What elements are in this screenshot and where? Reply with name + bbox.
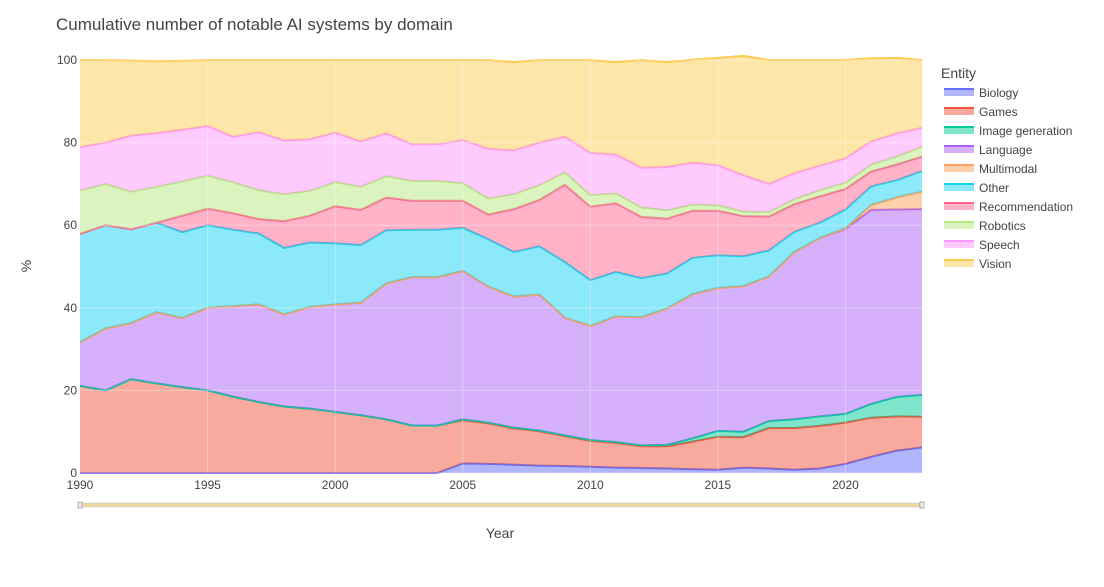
area-speech[interactable] (80, 126, 922, 212)
area-vision[interactable] (80, 55, 922, 184)
x-tick-label: 1990 (67, 478, 94, 492)
line-vision[interactable] (80, 54, 923, 64)
chart-title: Cumulative number of notable AI systems … (56, 15, 453, 34)
legend-item-robotics[interactable]: Robotics (944, 219, 1026, 233)
legend-label: Games (979, 105, 1018, 119)
legend[interactable]: Biology Games Image generation Language Mult… (944, 86, 1073, 271)
legend-label: Other (979, 181, 1009, 195)
legend-label: Multimodal (979, 162, 1037, 176)
legend-title: Entity (941, 65, 976, 81)
y-tick-label: 40 (64, 301, 78, 315)
legend-swatch (944, 146, 974, 153)
legend-label: Biology (979, 86, 1018, 100)
y-axis-ticks: 0 20 40 60 80 100 (57, 53, 77, 480)
legend-item-language[interactable]: Language (944, 143, 1033, 157)
y-tick-label: 60 (64, 218, 78, 232)
x-axis-ticks: 1990 1995 2000 2005 2010 2015 2020 (67, 478, 859, 492)
x-tick-label: 2015 (705, 478, 732, 492)
legend-swatch (944, 203, 974, 210)
area-language[interactable] (80, 209, 922, 446)
range-slider-right-handle[interactable] (919, 501, 925, 509)
legend-item-other[interactable]: Other (944, 181, 1009, 195)
legend-item-multimodal[interactable]: Multimodal (944, 162, 1037, 176)
y-tick-label: 80 (64, 136, 78, 150)
legend-item-recommendation[interactable]: Recommendation (944, 200, 1073, 214)
x-axis-title: Year (486, 525, 515, 541)
gridlines (80, 59, 922, 474)
range-slider-track[interactable] (79, 502, 923, 508)
legend-label: Robotics (979, 219, 1026, 233)
y-tick-label: 100 (57, 53, 77, 67)
area-robotics[interactable] (80, 146, 922, 234)
x-tick-label: 2020 (832, 478, 859, 492)
x-tick-label: 2010 (577, 478, 604, 492)
legend-swatch (944, 184, 974, 191)
y-tick-label: 20 (64, 383, 78, 397)
x-tick-label: 2005 (449, 478, 476, 492)
x-tick-label: 2000 (322, 478, 349, 492)
x-tick-label: 1995 (194, 478, 221, 492)
legend-item-speech[interactable]: Speech (944, 238, 1020, 252)
legend-label: Recommendation (979, 200, 1073, 214)
area-biology[interactable] (80, 447, 922, 473)
legend-label: Speech (979, 238, 1020, 252)
legend-swatch (944, 260, 974, 267)
legend-item-games[interactable]: Games (944, 105, 1018, 119)
range-slider-left-handle[interactable] (77, 501, 83, 509)
area-other[interactable] (80, 171, 922, 343)
area-recommendation[interactable] (80, 156, 922, 281)
legend-swatch (944, 127, 974, 134)
legend-label: Image generation (979, 124, 1072, 138)
legend-swatch (944, 241, 974, 248)
legend-item-biology[interactable]: Biology (944, 86, 1018, 100)
legend-swatch (944, 222, 974, 229)
y-axis-title: % (18, 260, 34, 272)
area-series-group[interactable] (79, 54, 923, 474)
range-slider[interactable] (77, 501, 925, 509)
legend-item-vision[interactable]: Vision (944, 257, 1011, 271)
legend-swatch (944, 108, 974, 115)
legend-swatch (944, 165, 974, 172)
legend-item-image-generation[interactable]: Image generation (944, 124, 1072, 138)
legend-swatch (944, 89, 974, 96)
legend-label: Vision (979, 257, 1011, 271)
legend-label: Language (979, 143, 1033, 157)
y-tick-label: 0 (70, 466, 77, 480)
